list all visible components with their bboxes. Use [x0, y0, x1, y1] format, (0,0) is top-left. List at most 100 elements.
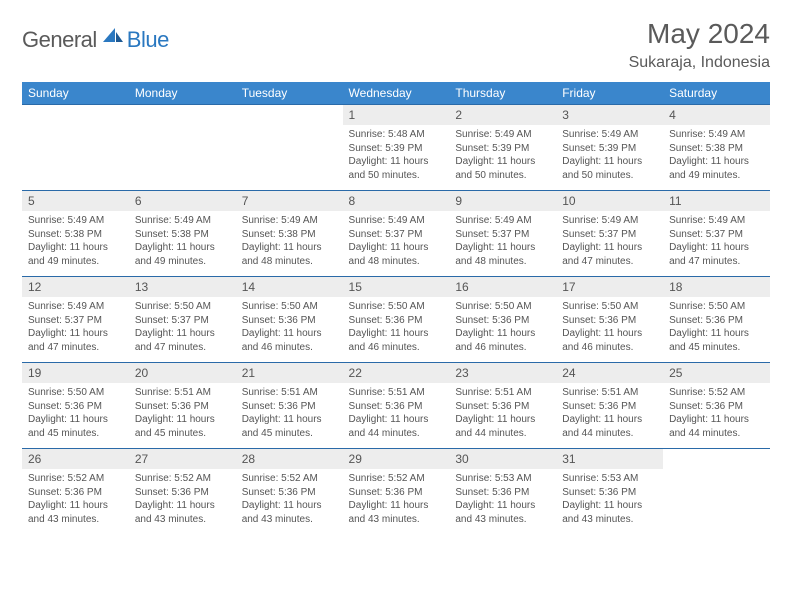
- day-number: 27: [129, 449, 236, 469]
- calendar-header-row: SundayMondayTuesdayWednesdayThursdayFrid…: [22, 82, 770, 105]
- day-details: Sunrise: 5:49 AMSunset: 5:39 PMDaylight:…: [449, 125, 556, 190]
- calendar-day-cell: 29Sunrise: 5:52 AMSunset: 5:36 PMDayligh…: [343, 449, 450, 535]
- calendar-day-cell: 18Sunrise: 5:50 AMSunset: 5:36 PMDayligh…: [663, 277, 770, 363]
- day-details: Sunrise: 5:52 AMSunset: 5:36 PMDaylight:…: [343, 469, 450, 534]
- day-number: 20: [129, 363, 236, 383]
- calendar-day-cell: 21Sunrise: 5:51 AMSunset: 5:36 PMDayligh…: [236, 363, 343, 449]
- day-number: 9: [449, 191, 556, 211]
- day-number: 14: [236, 277, 343, 297]
- calendar-day-cell: 11Sunrise: 5:49 AMSunset: 5:37 PMDayligh…: [663, 191, 770, 277]
- day-number: 4: [663, 105, 770, 125]
- calendar-body: ............... 1Sunrise: 5:48 AMSunset: …: [22, 105, 770, 535]
- day-details: Sunrise: 5:49 AMSunset: 5:37 PMDaylight:…: [556, 211, 663, 276]
- day-number: 1: [343, 105, 450, 125]
- calendar-day-cell: 14Sunrise: 5:50 AMSunset: 5:36 PMDayligh…: [236, 277, 343, 363]
- calendar-day-cell: 1Sunrise: 5:48 AMSunset: 5:39 PMDaylight…: [343, 105, 450, 191]
- day-number: 12: [22, 277, 129, 297]
- calendar-day-cell: 5Sunrise: 5:49 AMSunset: 5:38 PMDaylight…: [22, 191, 129, 277]
- day-details: Sunrise: 5:51 AMSunset: 5:36 PMDaylight:…: [129, 383, 236, 448]
- day-number: 22: [343, 363, 450, 383]
- day-number: 10: [556, 191, 663, 211]
- day-number: 26: [22, 449, 129, 469]
- day-details: Sunrise: 5:51 AMSunset: 5:36 PMDaylight:…: [449, 383, 556, 448]
- weekday-header: Tuesday: [236, 82, 343, 105]
- calendar-day-cell: 26Sunrise: 5:52 AMSunset: 5:36 PMDayligh…: [22, 449, 129, 535]
- location-label: Sukaraja, Indonesia: [629, 54, 770, 72]
- day-details: Sunrise: 5:49 AMSunset: 5:37 PMDaylight:…: [343, 211, 450, 276]
- day-details: Sunrise: 5:52 AMSunset: 5:36 PMDaylight:…: [236, 469, 343, 534]
- calendar-week-row: 5Sunrise: 5:49 AMSunset: 5:38 PMDaylight…: [22, 191, 770, 277]
- calendar-week-row: 26Sunrise: 5:52 AMSunset: 5:36 PMDayligh…: [22, 449, 770, 535]
- calendar-day-cell: 31Sunrise: 5:53 AMSunset: 5:36 PMDayligh…: [556, 449, 663, 535]
- day-number: 6: [129, 191, 236, 211]
- day-number: 28: [236, 449, 343, 469]
- day-number: 24: [556, 363, 663, 383]
- calendar-day-cell: 30Sunrise: 5:53 AMSunset: 5:36 PMDayligh…: [449, 449, 556, 535]
- day-number: 13: [129, 277, 236, 297]
- day-number: 7: [236, 191, 343, 211]
- calendar-day-cell: 25Sunrise: 5:52 AMSunset: 5:36 PMDayligh…: [663, 363, 770, 449]
- calendar-day-cell: 9Sunrise: 5:49 AMSunset: 5:37 PMDaylight…: [449, 191, 556, 277]
- day-number: 25: [663, 363, 770, 383]
- day-details: Sunrise: 5:50 AMSunset: 5:36 PMDaylight:…: [556, 297, 663, 362]
- day-details: Sunrise: 5:52 AMSunset: 5:36 PMDaylight:…: [129, 469, 236, 534]
- day-details: Sunrise: 5:49 AMSunset: 5:38 PMDaylight:…: [663, 125, 770, 190]
- day-details: Sunrise: 5:50 AMSunset: 5:36 PMDaylight:…: [663, 297, 770, 362]
- day-number: 31: [556, 449, 663, 469]
- calendar-day-cell: 8Sunrise: 5:49 AMSunset: 5:37 PMDaylight…: [343, 191, 450, 277]
- day-number: 30: [449, 449, 556, 469]
- calendar-day-cell: 13Sunrise: 5:50 AMSunset: 5:37 PMDayligh…: [129, 277, 236, 363]
- day-details: Sunrise: 5:49 AMSunset: 5:38 PMDaylight:…: [22, 211, 129, 276]
- day-details: Sunrise: 5:52 AMSunset: 5:36 PMDaylight:…: [663, 383, 770, 448]
- calendar-week-row: 19Sunrise: 5:50 AMSunset: 5:36 PMDayligh…: [22, 363, 770, 449]
- day-details: Sunrise: 5:50 AMSunset: 5:37 PMDaylight:…: [129, 297, 236, 362]
- calendar-day-cell: 23Sunrise: 5:51 AMSunset: 5:36 PMDayligh…: [449, 363, 556, 449]
- weekday-header: Friday: [556, 82, 663, 105]
- calendar-day-cell: 2Sunrise: 5:49 AMSunset: 5:39 PMDaylight…: [449, 105, 556, 191]
- calendar-day-cell: 16Sunrise: 5:50 AMSunset: 5:36 PMDayligh…: [449, 277, 556, 363]
- day-number: 11: [663, 191, 770, 211]
- calendar-day-cell: .....: [663, 449, 770, 535]
- month-title: May 2024: [629, 18, 770, 50]
- calendar-day-cell: 6Sunrise: 5:49 AMSunset: 5:38 PMDaylight…: [129, 191, 236, 277]
- weekday-header: Sunday: [22, 82, 129, 105]
- brand-text-general: General: [22, 27, 97, 53]
- calendar-week-row: 12Sunrise: 5:49 AMSunset: 5:37 PMDayligh…: [22, 277, 770, 363]
- calendar-day-cell: .....: [129, 105, 236, 191]
- day-number: 18: [663, 277, 770, 297]
- day-details: Sunrise: 5:49 AMSunset: 5:38 PMDaylight:…: [236, 211, 343, 276]
- day-details: Sunrise: 5:53 AMSunset: 5:36 PMDaylight:…: [449, 469, 556, 534]
- calendar-day-cell: 19Sunrise: 5:50 AMSunset: 5:36 PMDayligh…: [22, 363, 129, 449]
- calendar-day-cell: 4Sunrise: 5:49 AMSunset: 5:38 PMDaylight…: [663, 105, 770, 191]
- day-number: 21: [236, 363, 343, 383]
- calendar-day-cell: .....: [22, 105, 129, 191]
- day-details: Sunrise: 5:52 AMSunset: 5:36 PMDaylight:…: [22, 469, 129, 534]
- calendar-week-row: ...............1Sunrise: 5:48 AMSunset: …: [22, 105, 770, 191]
- calendar-day-cell: 27Sunrise: 5:52 AMSunset: 5:36 PMDayligh…: [129, 449, 236, 535]
- weekday-header: Wednesday: [343, 82, 450, 105]
- brand-sail-icon: [101, 26, 125, 44]
- calendar-day-cell: 20Sunrise: 5:51 AMSunset: 5:36 PMDayligh…: [129, 363, 236, 449]
- brand-text-blue: Blue: [127, 27, 169, 53]
- day-details: Sunrise: 5:50 AMSunset: 5:36 PMDaylight:…: [22, 383, 129, 448]
- day-number: 5: [22, 191, 129, 211]
- day-number: 17: [556, 277, 663, 297]
- calendar-day-cell: 12Sunrise: 5:49 AMSunset: 5:37 PMDayligh…: [22, 277, 129, 363]
- calendar-day-cell: 28Sunrise: 5:52 AMSunset: 5:36 PMDayligh…: [236, 449, 343, 535]
- day-details: Sunrise: 5:48 AMSunset: 5:39 PMDaylight:…: [343, 125, 450, 190]
- weekday-header: Thursday: [449, 82, 556, 105]
- day-details: Sunrise: 5:50 AMSunset: 5:36 PMDaylight:…: [236, 297, 343, 362]
- day-number: 15: [343, 277, 450, 297]
- day-details: Sunrise: 5:51 AMSunset: 5:36 PMDaylight:…: [236, 383, 343, 448]
- day-details: Sunrise: 5:51 AMSunset: 5:36 PMDaylight:…: [556, 383, 663, 448]
- day-number: 2: [449, 105, 556, 125]
- day-details: Sunrise: 5:49 AMSunset: 5:39 PMDaylight:…: [556, 125, 663, 190]
- day-number: 8: [343, 191, 450, 211]
- day-number: 23: [449, 363, 556, 383]
- calendar-table: SundayMondayTuesdayWednesdayThursdayFrid…: [22, 82, 770, 534]
- day-details: Sunrise: 5:50 AMSunset: 5:36 PMDaylight:…: [449, 297, 556, 362]
- calendar-day-cell: 17Sunrise: 5:50 AMSunset: 5:36 PMDayligh…: [556, 277, 663, 363]
- brand-logo: General Blue: [22, 18, 169, 54]
- weekday-header: Monday: [129, 82, 236, 105]
- weekday-header: Saturday: [663, 82, 770, 105]
